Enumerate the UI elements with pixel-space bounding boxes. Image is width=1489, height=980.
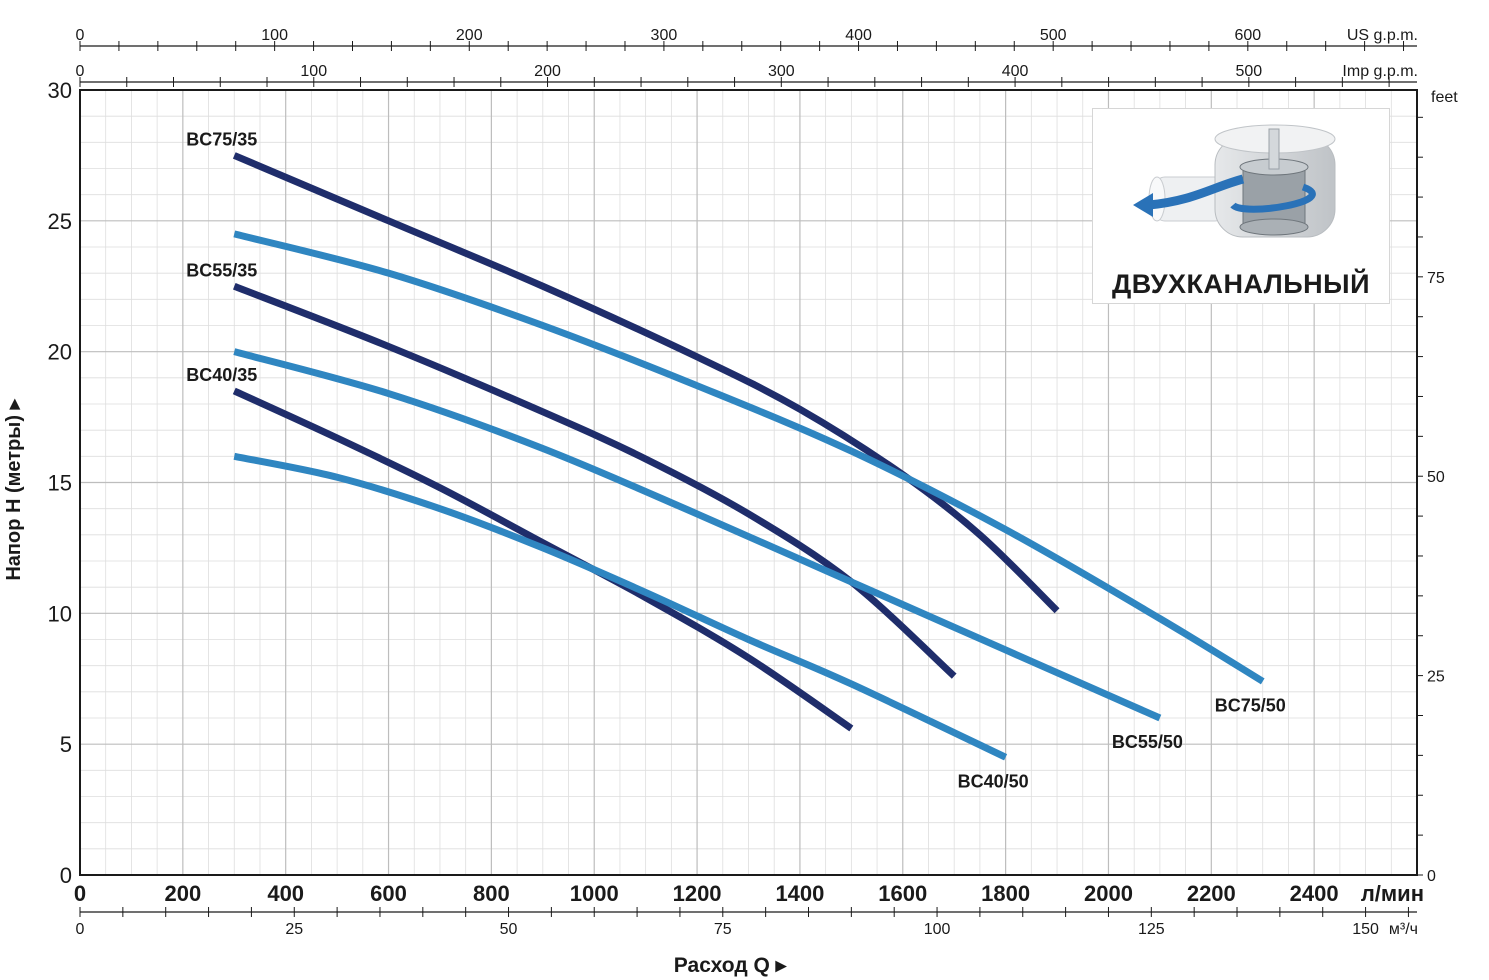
imp-gpm-axis-tick-label: 100	[300, 63, 327, 80]
impeller-icon	[1133, 124, 1336, 238]
imp-gpm-axis-unit-label: Imp g.p.m.	[1342, 63, 1418, 80]
curve-label-bc75-50: BC75/50	[1215, 695, 1286, 715]
y-tick-label: 15	[48, 471, 72, 496]
impeller-inset: ДВУХКАНАЛЬНЫЙ	[1092, 108, 1390, 304]
curve-label-bc55-35: BC55/35	[186, 260, 257, 280]
x-tick-label: 2400	[1290, 881, 1339, 906]
m3h-axis-tick-label: 75	[714, 921, 732, 938]
feet-tick-label: 0	[1427, 868, 1436, 885]
m3h-axis-tick-label: 125	[1138, 921, 1165, 938]
x-tick-label: 1600	[878, 881, 927, 906]
curve-bc40-35	[232, 387, 854, 732]
m3h-axis-tick-label: 25	[285, 921, 303, 938]
us-gpm-axis-tick-label: 300	[651, 27, 678, 44]
x-tick-label: 1800	[981, 881, 1030, 906]
y-tick-label: 25	[48, 209, 72, 234]
m3h-axis-tick-label: 100	[924, 921, 951, 938]
m3h-axis-tick-label: 0	[76, 921, 85, 938]
imp-gpm-axis-tick-label: 300	[768, 63, 795, 80]
m3h-axis-tick-label: 150	[1352, 921, 1379, 938]
imp-gpm-axis-tick-label: 500	[1235, 63, 1262, 80]
imp-gpm-axis-tick-label: 0	[76, 63, 85, 80]
inset-title: ДВУХКАНАЛЬНЫЙ	[1111, 269, 1370, 299]
feet-unit-label: feet	[1431, 89, 1458, 106]
plot-frame	[79, 89, 1418, 876]
y-tick-label: 0	[60, 863, 72, 888]
y-tick-label: 10	[48, 601, 72, 626]
y-axis-title: Напор Н (метры) ▸	[3, 398, 25, 580]
us-gpm-axis-tick-label: 200	[456, 27, 483, 44]
x-tick-label: 1400	[775, 881, 824, 906]
y-tick-label: 30	[48, 78, 72, 103]
m3h-axis-tick-label: 50	[500, 921, 518, 938]
us-gpm-axis-tick-label: 600	[1234, 27, 1261, 44]
us-gpm-axis-tick-label: 500	[1040, 27, 1067, 44]
x-tick-label: 0	[74, 881, 86, 906]
us-gpm-axis-unit-label: US g.p.m.	[1347, 27, 1418, 44]
x-tick-label: 600	[370, 881, 407, 906]
us-gpm-axis-tick-label: 0	[76, 27, 85, 44]
curve-label-bc40-50: BC40/50	[958, 771, 1029, 791]
curve-bc40-50	[233, 452, 1008, 761]
labels: BC75/35 BC75/50 BC55/35 BC55/50 BC40/35 BC40/…	[186, 129, 1286, 791]
imp-gpm-axis-tick-label: 400	[1002, 63, 1029, 80]
us-gpm-axis-tick-label: 400	[845, 27, 872, 44]
x-tick-label: 2000	[1084, 881, 1133, 906]
x-unit-label: л/мин	[1361, 881, 1424, 906]
curve-label-bc55-50: BC55/50	[1112, 732, 1183, 752]
x-tick-label: 1200	[673, 881, 722, 906]
imp-gpm-axis-tick-label: 200	[534, 63, 561, 80]
x-tick-label: 200	[164, 881, 201, 906]
y-tick-label: 5	[60, 732, 72, 757]
feet-tick-label: 25	[1427, 669, 1445, 686]
x-tick-label: 1000	[570, 881, 619, 906]
us-gpm-axis-tick-label: 100	[261, 27, 288, 44]
x-axis-title: Расход Q ▸	[674, 954, 788, 977]
curves	[232, 152, 1265, 761]
m3h-axis-unit-label: м³/ч	[1389, 921, 1418, 938]
curve-label-bc75-35: BC75/35	[186, 129, 257, 149]
curve-bc75-35	[232, 152, 1060, 614]
x-tick-label: 2200	[1187, 881, 1236, 906]
y-tick-label: 20	[48, 340, 72, 365]
curve-bc75-50	[233, 230, 1265, 685]
x-tick-label: 800	[473, 881, 510, 906]
curve-label-bc40-35: BC40/35	[186, 365, 257, 385]
curve-bc55-50	[233, 348, 1162, 722]
feet-tick-label: 50	[1427, 469, 1445, 486]
x-tick-label: 400	[267, 881, 304, 906]
feet-tick-label: 75	[1427, 270, 1445, 287]
